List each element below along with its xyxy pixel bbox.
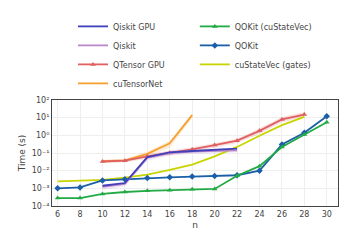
svg-text:10: 10 <box>97 210 107 219</box>
svg-text:30: 30 <box>322 210 332 219</box>
svg-text:26: 26 <box>277 210 287 219</box>
svg-text:24: 24 <box>254 210 264 219</box>
svg-text:10¹: 10¹ <box>36 113 49 122</box>
svg-text:22: 22 <box>232 210 242 219</box>
svg-text:cuTensorNet: cuTensorNet <box>113 80 162 89</box>
svg-text:18: 18 <box>187 210 197 219</box>
svg-text:10⁻²: 10⁻² <box>32 166 50 175</box>
svg-text:10⁻³: 10⁻³ <box>32 184 50 193</box>
svg-text:8: 8 <box>77 210 82 219</box>
svg-text:QTensor GPU: QTensor GPU <box>113 61 165 70</box>
svg-text:6: 6 <box>55 210 60 219</box>
svg-text:10⁰: 10⁰ <box>36 131 49 140</box>
svg-text:10⁻⁴: 10⁻⁴ <box>32 202 50 211</box>
svg-text:28: 28 <box>299 210 309 219</box>
svg-text:QOKit: QOKit <box>235 42 258 51</box>
svg-text:Time (s): Time (s) <box>17 135 27 173</box>
svg-text:QOKit (cuStateVec): QOKit (cuStateVec) <box>235 23 312 32</box>
svg-text:14: 14 <box>142 210 152 219</box>
svg-text:n: n <box>192 220 198 230</box>
svg-text:20: 20 <box>210 210 220 219</box>
svg-text:12: 12 <box>120 210 130 219</box>
svg-text:16: 16 <box>165 210 175 219</box>
svg-text:10²: 10² <box>36 96 49 105</box>
svg-text:10⁻¹: 10⁻¹ <box>32 149 50 158</box>
svg-text:Qiskit: Qiskit <box>113 42 136 51</box>
svg-text:cuStateVec (gates): cuStateVec (gates) <box>235 61 311 70</box>
svg-text:Qiskit GPU: Qiskit GPU <box>113 23 155 32</box>
